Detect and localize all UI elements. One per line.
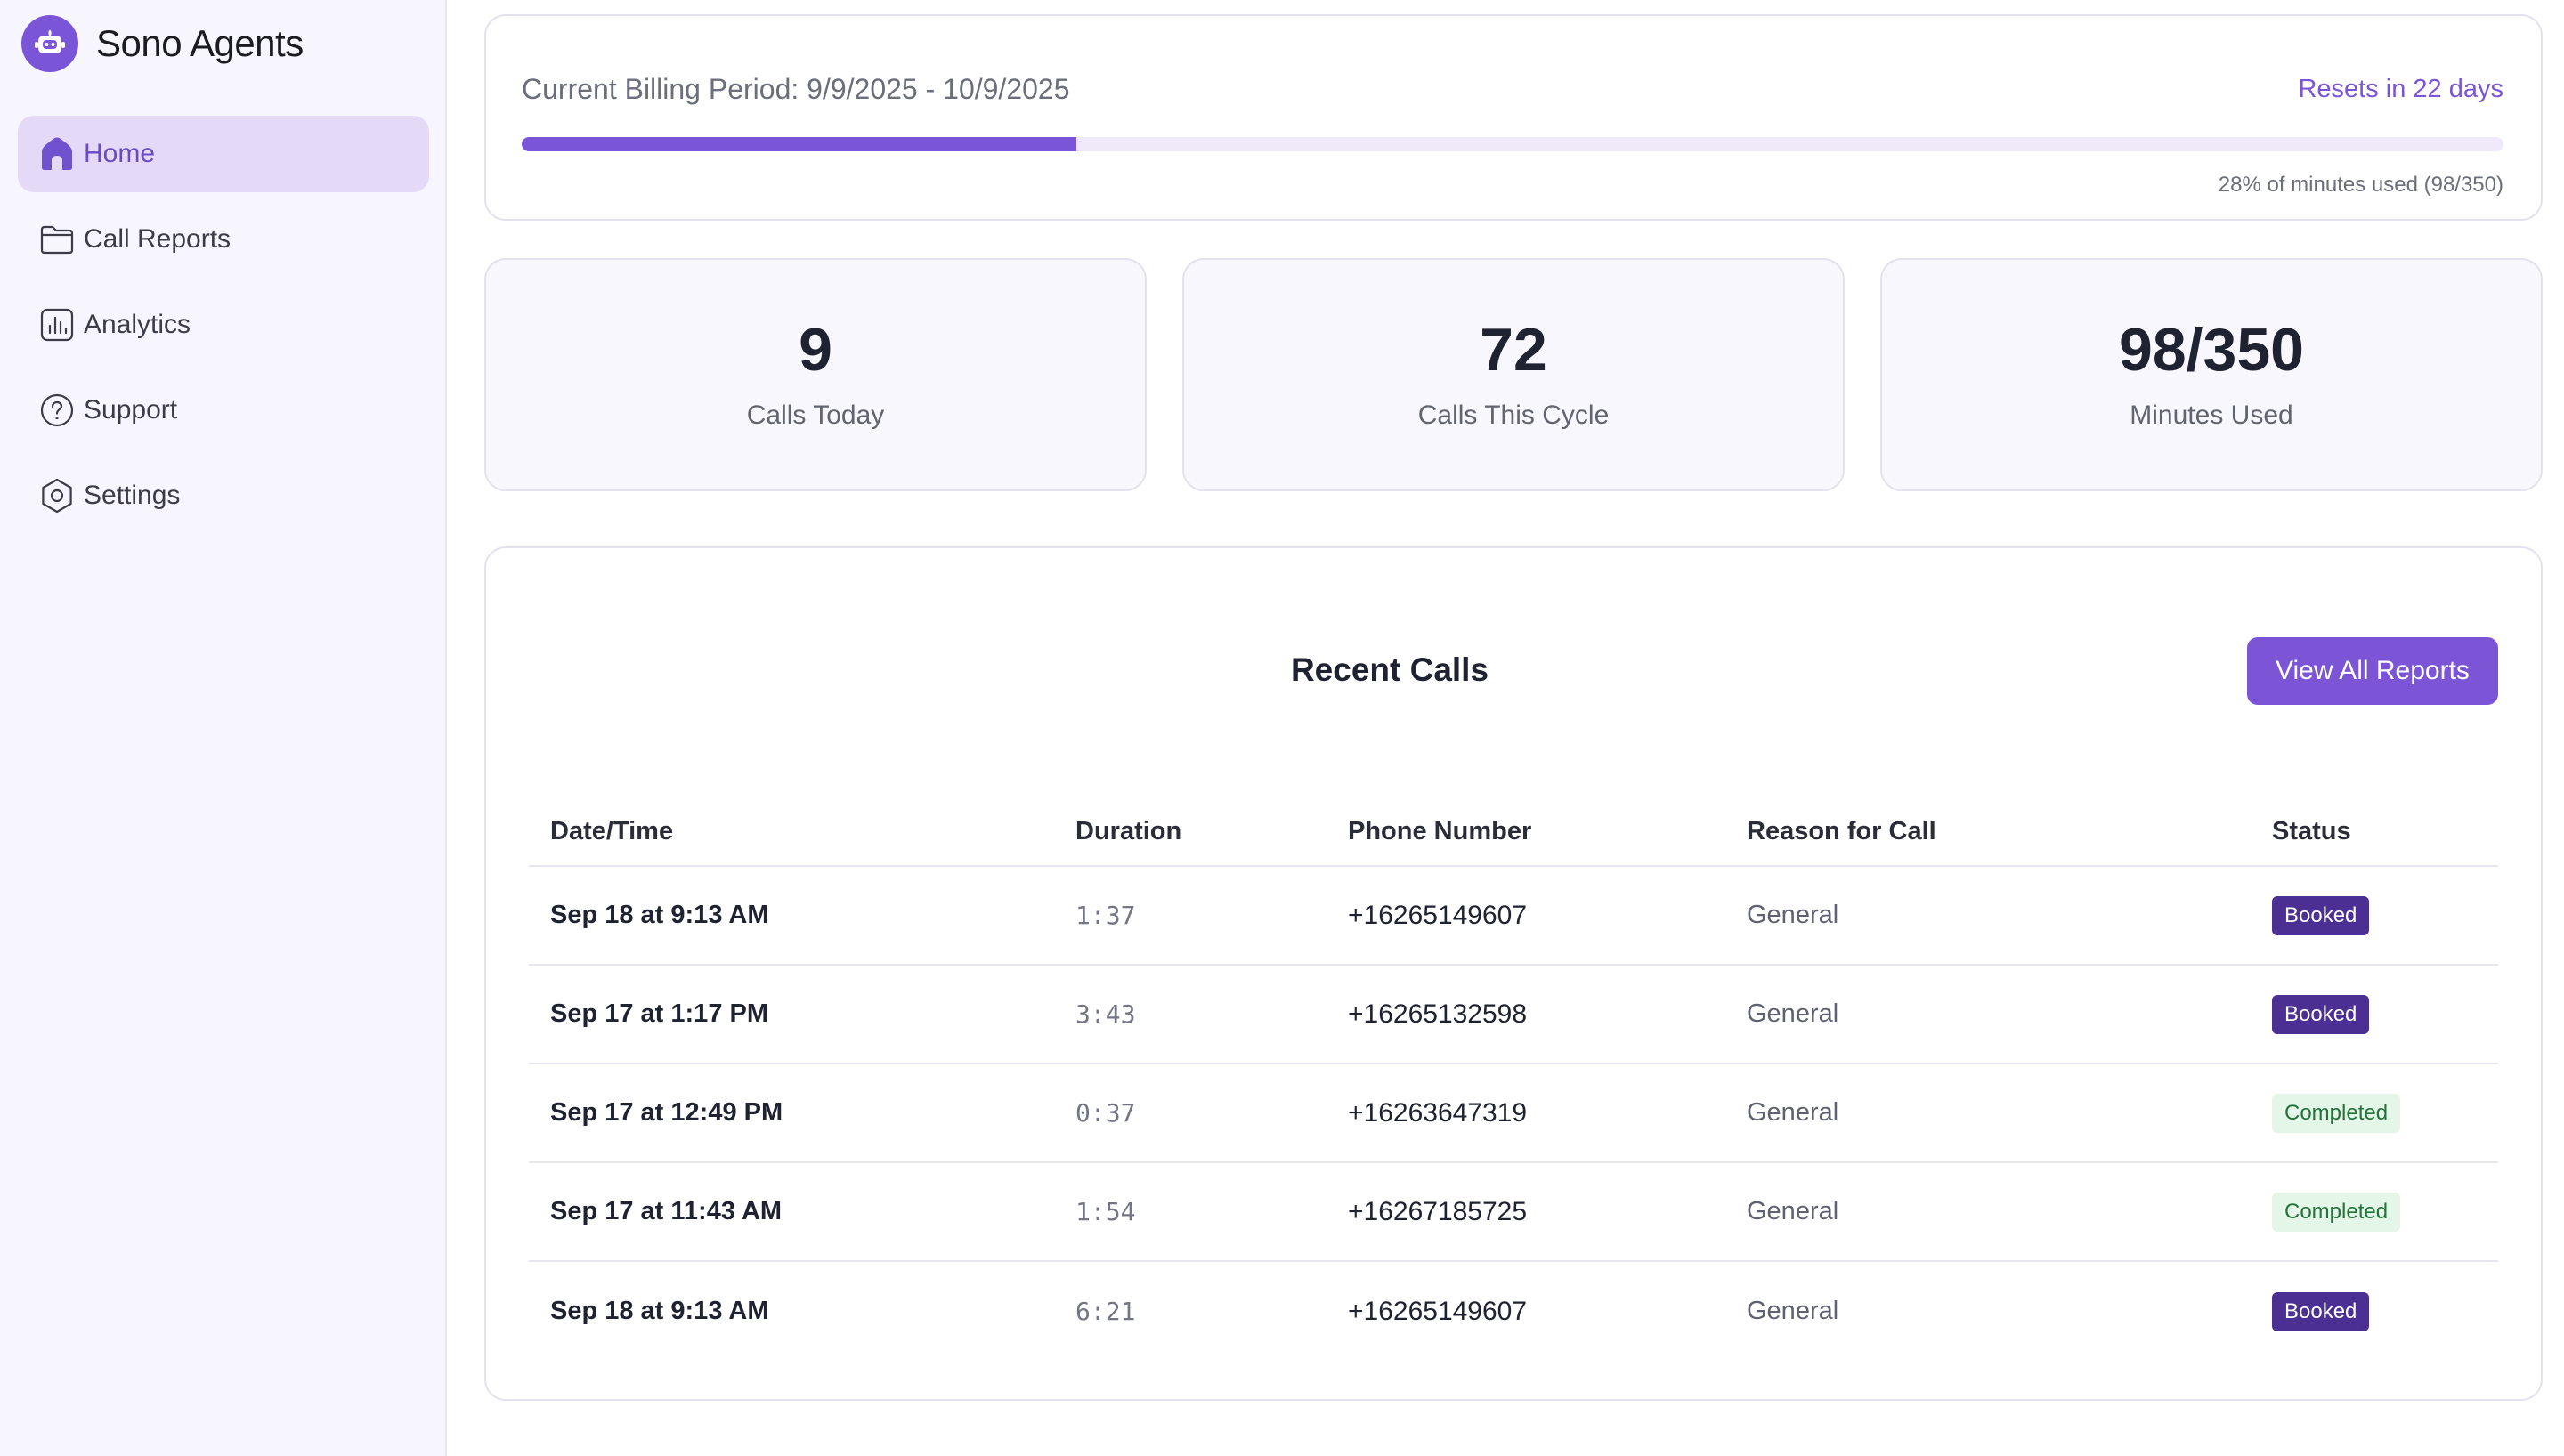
call-phone: +16265149607 <box>1348 900 1528 930</box>
call-phone: +16265132598 <box>1348 999 1528 1029</box>
status-badge: Completed <box>2272 1093 2401 1133</box>
call-phone: +16265149607 <box>1348 1296 1528 1326</box>
robot-icon <box>21 15 78 72</box>
stat-label: Calls Today <box>746 400 885 430</box>
call-duration: 1:37 <box>1075 901 1136 930</box>
sidebar-item-label: Analytics <box>84 310 191 339</box>
column-header-reason: Reason for Call <box>1747 816 1936 845</box>
stat-label: Calls This Cycle <box>1417 400 1610 430</box>
billing-period-card: Current Billing Period: 9/9/2025 - 10/9/… <box>484 14 2543 221</box>
gear-icon <box>37 476 77 515</box>
stat-label: Minutes Used <box>2130 400 2293 430</box>
sidebar-item-label: Settings <box>84 481 181 510</box>
minutes-progress-fill <box>522 137 1077 151</box>
column-header-phone: Phone Number <box>1348 816 1532 845</box>
minutes-usage-text: 28% of minutes used (98/350) <box>2218 173 2503 197</box>
call-reason: General <box>1747 1297 1839 1325</box>
call-datetime: Sep 18 at 9:13 AM <box>550 1297 769 1325</box>
brand[interactable]: Sono Agents <box>21 14 304 73</box>
sidebar-item-settings[interactable]: Settings <box>18 457 429 534</box>
bar-chart-icon <box>37 305 77 344</box>
minutes-progress-bar <box>522 137 2503 151</box>
sidebar-item-call-reports[interactable]: Call Reports <box>18 201 429 278</box>
call-duration: 0:37 <box>1075 1098 1136 1128</box>
call-reason: General <box>1747 1098 1839 1127</box>
home-icon <box>37 134 77 174</box>
call-reason: General <box>1747 999 1839 1028</box>
sidebar: Sono Agents Home Call Reports <box>0 0 447 1456</box>
call-phone: +16267185725 <box>1348 1196 1528 1226</box>
call-reason: General <box>1747 1197 1839 1225</box>
sidebar-item-label: Call Reports <box>84 224 231 254</box>
recent-calls-title: Recent Calls <box>1290 651 1489 688</box>
billing-period-title: Current Billing Period: 9/9/2025 - 10/9/… <box>522 73 1070 105</box>
call-datetime: Sep 17 at 11:43 AM <box>550 1197 783 1225</box>
call-reason: General <box>1747 901 1839 929</box>
call-datetime: Sep 18 at 9:13 AM <box>550 901 769 929</box>
call-phone: +16263647319 <box>1348 1097 1528 1128</box>
table-row[interactable]: Sep 17 at 11:43 AM 1:54 +16267185725 Gen… <box>529 1163 2498 1262</box>
table-header: Date/Time Duration Phone Number Reason f… <box>529 797 2498 867</box>
stat-card-calls-this-cycle: 72 Calls This Cycle <box>1182 258 1845 491</box>
stat-value: 98/350 <box>2119 316 2304 384</box>
column-header-duration: Duration <box>1075 816 1182 845</box>
status-badge: Booked <box>2272 1291 2370 1331</box>
status-badge: Completed <box>2272 1192 2401 1232</box>
sidebar-item-analytics[interactable]: Analytics <box>18 287 429 363</box>
column-header-datetime: Date/Time <box>550 816 674 845</box>
column-header-status: Status <box>2272 816 2351 845</box>
call-duration: 1:54 <box>1075 1197 1136 1226</box>
sidebar-item-label: Support <box>84 395 178 425</box>
help-circle-icon <box>37 391 77 430</box>
recent-calls-table: Date/Time Duration Phone Number Reason f… <box>529 797 2498 1361</box>
recent-calls-card: Recent Calls View All Reports Date/Time … <box>484 546 2543 1401</box>
sidebar-item-home[interactable]: Home <box>18 116 429 192</box>
table-row[interactable]: Sep 17 at 12:49 PM 0:37 +16263647319 Gen… <box>529 1064 2498 1163</box>
call-datetime: Sep 17 at 12:49 PM <box>550 1098 783 1127</box>
app-name: Sono Agents <box>96 22 304 64</box>
call-duration: 3:43 <box>1075 999 1136 1029</box>
status-badge: Booked <box>2272 895 2370 935</box>
stat-value: 72 <box>1480 316 1547 384</box>
call-datetime: Sep 17 at 1:17 PM <box>550 999 768 1028</box>
view-all-reports-button[interactable]: View All Reports <box>2247 637 2498 705</box>
table-row[interactable]: Sep 17 at 1:17 PM 3:43 +16265132598 Gene… <box>529 966 2498 1064</box>
stat-card-minutes-used: 98/350 Minutes Used <box>1880 258 2543 491</box>
stat-card-calls-today: 9 Calls Today <box>484 258 1147 491</box>
status-badge: Booked <box>2272 994 2370 1034</box>
call-duration: 6:21 <box>1075 1297 1136 1326</box>
folder-icon <box>37 220 77 259</box>
sidebar-nav: Home Call Reports Analytics <box>18 116 429 543</box>
stat-value: 9 <box>799 316 832 384</box>
table-row[interactable]: Sep 18 at 9:13 AM 1:37 +16265149607 Gene… <box>529 867 2498 966</box>
table-row[interactable]: Sep 18 at 9:13 AM 6:21 +16265149607 Gene… <box>529 1262 2498 1361</box>
sidebar-item-label: Home <box>84 139 156 168</box>
sidebar-item-support[interactable]: Support <box>18 372 429 449</box>
billing-reset-text: Resets in 22 days <box>2298 75 2503 103</box>
